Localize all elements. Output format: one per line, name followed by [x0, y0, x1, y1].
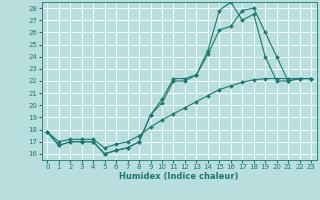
X-axis label: Humidex (Indice chaleur): Humidex (Indice chaleur) — [119, 172, 239, 181]
